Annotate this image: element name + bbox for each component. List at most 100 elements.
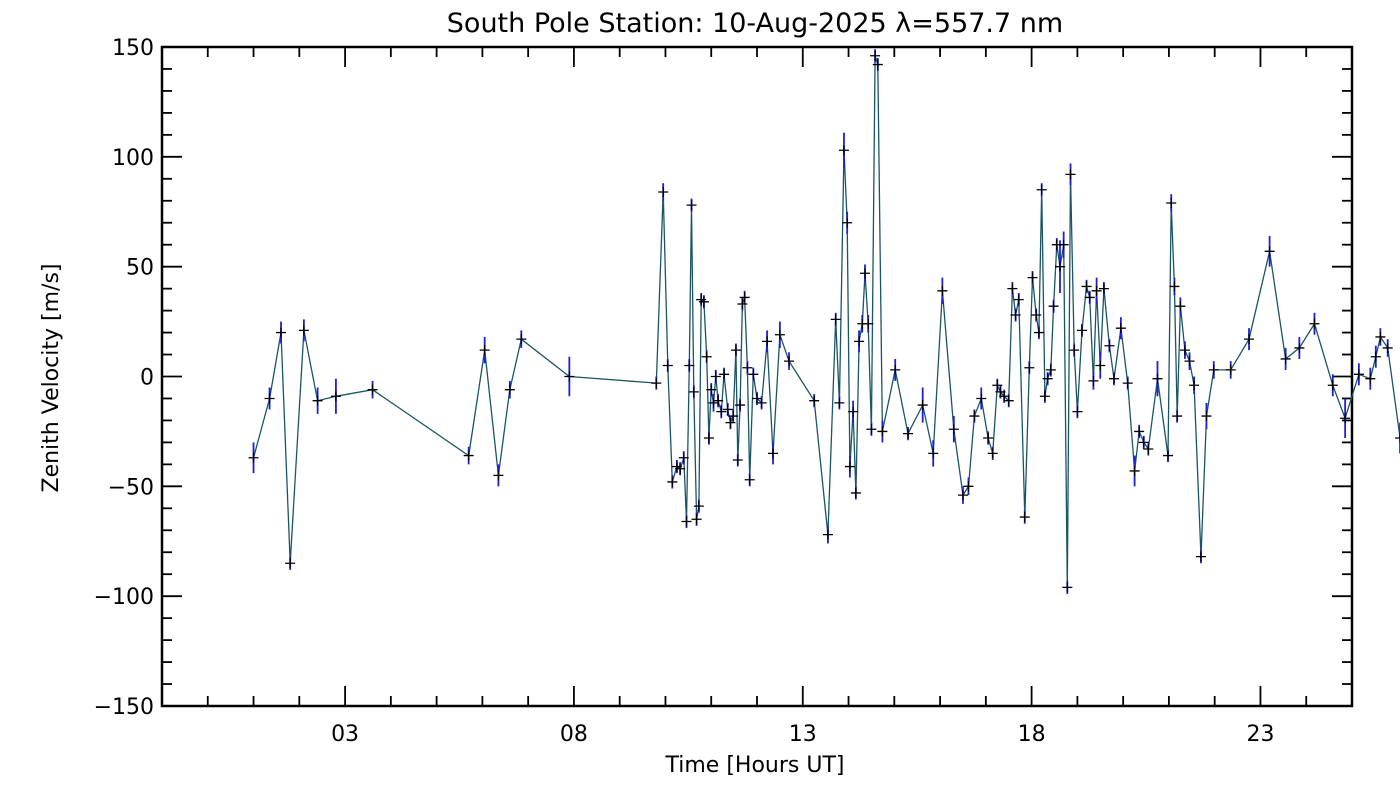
data-point-marker — [999, 391, 1010, 402]
chart-title: South Pole Station: 10-Aug-2025 λ=557.7 … — [447, 8, 1063, 39]
data-point-marker — [842, 217, 853, 228]
data-point-marker — [1166, 197, 1177, 208]
data-point-marker — [1152, 373, 1163, 384]
data-point-marker — [1109, 373, 1119, 384]
data-point-marker — [662, 360, 673, 371]
data-point-marker — [1065, 169, 1076, 180]
data-point-marker — [1081, 281, 1092, 292]
data-point-marker — [504, 384, 515, 395]
data-point-marker — [937, 285, 948, 296]
data-point-marker — [784, 356, 795, 367]
data-point-marker — [844, 461, 855, 472]
data-point-marker — [276, 327, 286, 338]
data-point-marker — [1039, 391, 1050, 402]
data-point-marker — [298, 325, 309, 336]
data-point-marker — [732, 454, 743, 465]
data-point-marker — [1072, 406, 1083, 417]
data-point-marker — [1134, 426, 1145, 437]
data-point-marker — [1048, 301, 1059, 312]
data-point-marker — [691, 514, 702, 525]
y-tick-label: −50 — [108, 475, 154, 500]
data-point-marker — [1208, 364, 1219, 375]
data-point-marker — [1095, 360, 1106, 371]
data-point-marker — [1076, 325, 1087, 336]
data-point-marker — [1019, 512, 1030, 523]
data-point-marker — [675, 463, 686, 474]
data-point-marker — [957, 490, 968, 501]
data-point-marker — [312, 395, 323, 406]
data-point-marker — [1098, 283, 1109, 294]
data-point-marker — [739, 292, 750, 303]
data-point-marker — [658, 186, 669, 197]
markers — [248, 50, 1400, 593]
data-point-marker — [1201, 411, 1212, 422]
data-point-marker — [1045, 364, 1056, 375]
y-axis-label: Zenith Velocity [m/s] — [39, 264, 64, 493]
data-point-marker — [948, 424, 959, 435]
data-point-marker — [1084, 292, 1095, 303]
data-point-marker — [264, 393, 275, 404]
data-point-marker — [1013, 294, 1024, 305]
data-point-marker — [479, 345, 490, 356]
data-point-marker — [693, 501, 704, 512]
x-tick-label: 13 — [789, 722, 817, 747]
data-point-marker — [1184, 356, 1195, 367]
data-point-marker — [917, 400, 928, 411]
data-point-marker — [774, 329, 785, 340]
data-point-marker — [863, 318, 874, 329]
data-point-marker — [1340, 413, 1351, 424]
data-point-marker — [1179, 345, 1190, 356]
data-point-marker — [1163, 450, 1174, 461]
data-point-marker — [1327, 380, 1338, 391]
data-point-marker — [651, 378, 662, 389]
y-tick-label: 0 — [140, 366, 154, 391]
data-point-marker — [737, 299, 748, 310]
data-point-marker — [1003, 395, 1014, 406]
data-point-marker — [713, 395, 724, 406]
data-point-marker — [762, 336, 773, 347]
data-point-marker — [1088, 375, 1099, 386]
data-point-marker — [285, 558, 296, 569]
data-point-marker — [987, 448, 998, 459]
data-point-marker — [1031, 309, 1042, 320]
data-point-marker — [367, 384, 378, 395]
data-point-marker — [698, 296, 709, 307]
data-point-marker — [928, 448, 939, 459]
data-point-marker — [1104, 340, 1115, 351]
data-point-marker — [983, 433, 994, 444]
data-point-marker — [710, 371, 721, 382]
data-point-marker — [903, 428, 914, 439]
data-point-marker — [1395, 433, 1400, 444]
data-point-marker — [248, 452, 259, 463]
data-point-marker — [1353, 369, 1364, 380]
data-point-marker — [838, 145, 849, 156]
x-tick-label: 23 — [1246, 722, 1274, 747]
data-point-marker — [688, 386, 699, 397]
data-point-marker — [752, 393, 762, 404]
data-point-marker — [703, 433, 714, 444]
y-tick-label: −150 — [94, 695, 154, 720]
data-point-marker — [1122, 378, 1133, 389]
y-tick-label: 100 — [112, 146, 154, 171]
data-point-marker — [667, 476, 678, 487]
data-point-marker — [1370, 351, 1381, 362]
data-point-marker — [728, 411, 739, 422]
data-point-marker — [686, 200, 697, 211]
data-point-marker — [681, 516, 692, 527]
tick-labels: −150 −100 −50 0 50 100 150 03 08 13 18 23 — [94, 36, 1275, 747]
data-point-marker — [1172, 411, 1183, 422]
data-point-marker — [1309, 318, 1320, 329]
data-point-marker — [1143, 443, 1154, 454]
data-point-marker — [684, 360, 695, 371]
data-point-marker — [1280, 353, 1291, 364]
x-tick-label: 03 — [331, 722, 359, 747]
data-point-marker — [1054, 261, 1065, 272]
data-point-marker — [866, 424, 877, 435]
y-tick-label: −100 — [94, 585, 154, 610]
data-point-marker — [516, 334, 527, 345]
data-point-marker — [1382, 342, 1393, 353]
data-point-marker — [463, 450, 474, 461]
data-point-marker — [830, 314, 841, 325]
data-point-marker — [1036, 184, 1047, 195]
